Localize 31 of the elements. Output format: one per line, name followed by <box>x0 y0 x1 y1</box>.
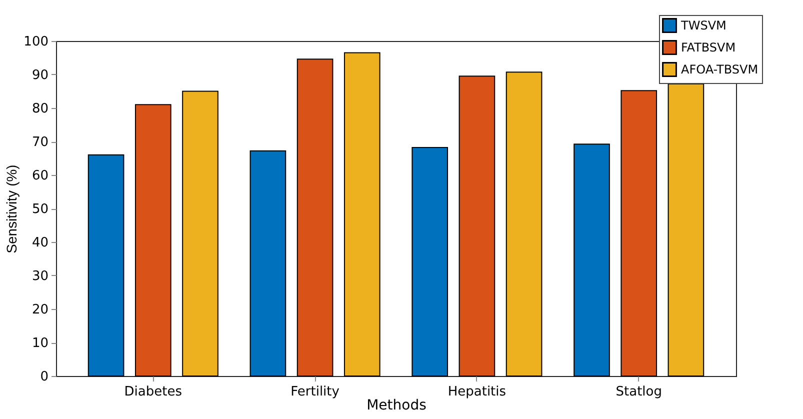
y-axis-title: Sensitivity (%) <box>4 164 20 254</box>
y-tick-label: 20 <box>32 302 48 318</box>
bar <box>412 147 448 376</box>
y-tick-label: 50 <box>32 202 48 217</box>
bar <box>620 90 658 376</box>
y-tick-label: 30 <box>32 269 48 284</box>
y-tick-label: 0 <box>40 370 48 384</box>
x-tick-label: Diabetes <box>124 384 182 400</box>
bar <box>134 104 172 376</box>
x-tick-label: Fertility <box>290 384 340 400</box>
x-axis-title: Methods <box>366 398 426 414</box>
bar <box>250 150 286 376</box>
bar <box>296 58 334 376</box>
bar <box>88 154 124 376</box>
bar <box>574 144 610 376</box>
y-tick-label: 10 <box>32 336 48 351</box>
y-tick-label: 100 <box>24 34 48 50</box>
legend-label: FATBSVM <box>681 40 736 54</box>
legend-label: AFOA-TBSVM <box>681 62 758 76</box>
y-tick-label: 70 <box>32 135 48 150</box>
y-tick-label: 80 <box>32 102 48 116</box>
y-tick-label: 60 <box>32 168 48 184</box>
x-tick-label: Statlog <box>616 384 662 400</box>
bar <box>458 76 496 376</box>
bar <box>506 72 542 376</box>
y-tick-label: 40 <box>32 236 48 250</box>
x-tick-label: Hepatitis <box>448 384 506 400</box>
y-tick-label: 90 <box>32 68 48 83</box>
bar <box>344 52 380 376</box>
bar <box>182 90 218 376</box>
legend-label: TWSVM <box>680 18 726 32</box>
